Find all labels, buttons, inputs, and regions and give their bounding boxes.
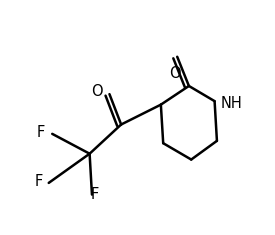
Text: O: O [91, 84, 102, 99]
Text: F: F [90, 187, 98, 202]
Text: O: O [169, 66, 181, 81]
Text: F: F [37, 125, 45, 140]
Text: F: F [35, 174, 43, 189]
Text: NH: NH [221, 96, 242, 111]
